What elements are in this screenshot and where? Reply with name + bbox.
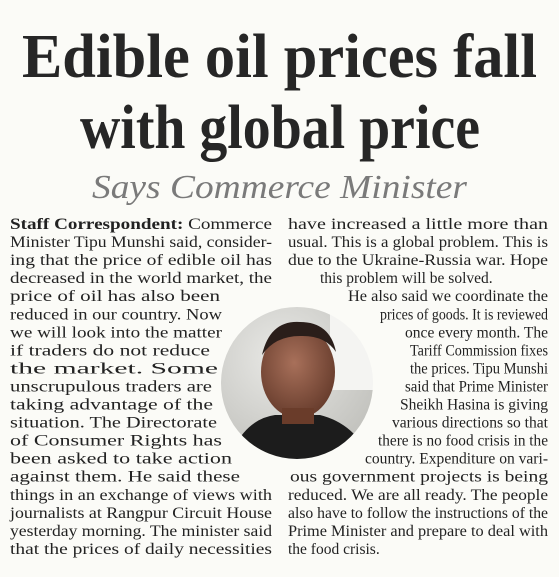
body-line: the food crisis. xyxy=(288,541,380,558)
body-line: prices of goods. It is reviewed xyxy=(380,306,548,323)
body-line: against them. He said these xyxy=(10,469,240,486)
photo-frame xyxy=(219,305,375,461)
body-line: said that Prime Minister xyxy=(405,378,549,395)
body-line: taking advantage of the xyxy=(10,397,213,414)
body-line: there is no food crisis in the xyxy=(378,433,548,450)
body-line: this problem will be solved. xyxy=(320,270,493,287)
body-line: unscrupulous traders are xyxy=(10,378,212,395)
body-line: that the prices of daily necessities xyxy=(10,541,272,558)
body-line: usual. This is a global problem. This is xyxy=(288,234,548,251)
body-line: situation. The Directorate xyxy=(10,415,217,432)
body-line: journalists at Rangpur Circuit House xyxy=(9,505,272,522)
body-line: ing that the price of edible oil has xyxy=(10,252,272,269)
body-line: various directions so that xyxy=(392,415,549,432)
body-line: Tariff Commission fixes xyxy=(410,342,548,359)
body-line: reduced. We are all ready. The people xyxy=(288,487,548,504)
headline-line: with global price xyxy=(80,94,480,162)
body-text: Commerce xyxy=(188,216,272,233)
headline: Edible oil prices fall with global price xyxy=(22,23,537,162)
body-line: Sheikh Hasina is giving xyxy=(400,397,548,414)
body-line: have increased a little more than xyxy=(288,216,548,233)
body-line: the prices. Tipu Munshi xyxy=(410,360,549,377)
body-line: Prime Minister and prepare to deal with xyxy=(288,523,548,540)
body-line: once every month. The xyxy=(405,324,548,341)
body-line: the market. Some xyxy=(10,360,218,377)
body-line: things in an exchange of views with xyxy=(10,487,272,504)
body-line: of Consumer Rights has xyxy=(10,433,222,450)
body-line: He also said we coordinate the xyxy=(348,288,548,305)
body-line: reduced in our country. Now xyxy=(10,306,223,323)
headline-line: Edible oil prices fall xyxy=(22,23,537,91)
subheadline: Says Commerce Minister xyxy=(92,169,468,206)
body-line: Minister Tipu Munshi said, consider- xyxy=(10,234,272,251)
body-line: Staff Correspondent: Commerce xyxy=(10,216,272,233)
body-line: ous government projects is being xyxy=(290,469,548,486)
body-line: country. Expenditure on vari- xyxy=(365,451,548,468)
body-line: been asked to take action xyxy=(10,451,232,468)
body-line: we will look into the matter xyxy=(10,324,223,341)
body-line: due to the Ukraine-Russia war. Hope xyxy=(288,252,548,269)
byline: Staff Correspondent: xyxy=(10,216,183,233)
body-line: decreased in the world market, the xyxy=(10,270,272,287)
body-line: price of oil has also been xyxy=(10,288,220,305)
body-line: yesterday morning. The minister said xyxy=(10,523,272,540)
body-line: if traders do not reduce xyxy=(10,342,210,359)
body-line: also have to follow the instructions of … xyxy=(288,505,548,522)
